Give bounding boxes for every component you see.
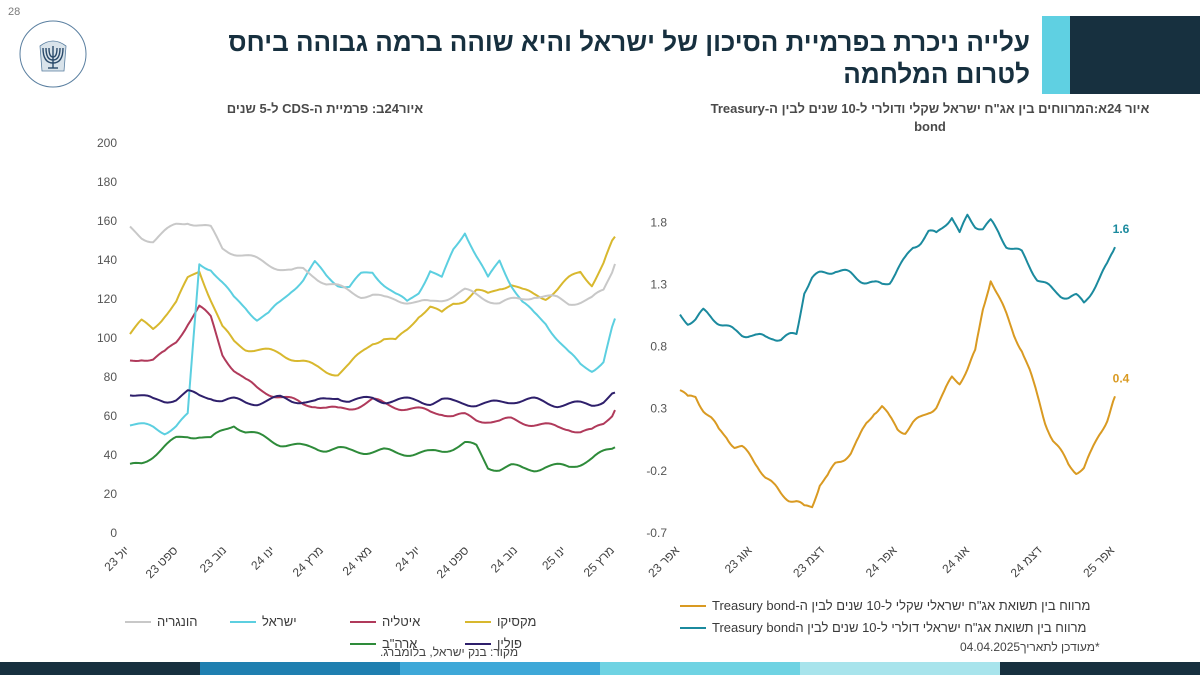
cds-xtick-label: ינו 25 <box>539 543 568 572</box>
cds-xtick-label: ספט 24 <box>434 543 472 581</box>
cds-xtick-label: יול 24 <box>393 543 424 574</box>
footer-segment <box>800 662 1001 675</box>
page-number: 28 <box>8 6 21 18</box>
legend-label: פולין <box>497 636 522 651</box>
cds-ytick-label: 80 <box>104 370 118 384</box>
cds-series-line-5 <box>129 425 616 473</box>
cds-xtick-label: נוב 23 <box>197 543 229 575</box>
legend-item: ארה"ב <box>350 636 417 651</box>
legend-swatch <box>465 620 491 623</box>
cds-ytick-label: 200 <box>97 136 117 150</box>
legend-swatch <box>465 642 491 645</box>
legend-swatch <box>680 626 706 629</box>
cds-xtick-label: ספט 23 <box>143 543 181 581</box>
legend-swatch <box>125 620 151 623</box>
cds-ytick-label: 40 <box>104 448 118 462</box>
footer-segment <box>200 662 401 675</box>
spread-series-line-1 <box>679 213 1116 342</box>
spread-xtick-label: דצמ 23 <box>790 543 827 580</box>
spread-ytick-label: 1.3 <box>650 277 667 291</box>
legend-swatch <box>350 642 376 645</box>
cds-ytick-label: 20 <box>104 487 118 501</box>
spread-end-label: 0.4 <box>1113 371 1130 385</box>
cds-series-line-2 <box>129 232 616 436</box>
header-accent-dark <box>1070 16 1200 94</box>
footer-segment <box>0 662 201 675</box>
cds-series-line-0 <box>129 236 616 377</box>
spread-ytick-label: 1.8 <box>650 215 667 229</box>
cds-xtick-label: מאי 24 <box>340 543 375 578</box>
spread-ytick-label: 0.8 <box>650 340 667 354</box>
spread-xtick-label: אפר 23 <box>645 543 682 580</box>
cds-ytick-label: 140 <box>97 253 117 267</box>
legend-label: ישראל <box>262 614 297 629</box>
updated-note: *מעודכן לתאריך04.04.2025 <box>960 640 1100 654</box>
legend-item: מרווח בין תשואת אג"ח ישראלי דולרי ל-10 ש… <box>680 620 1086 635</box>
cds-ytick-label: 120 <box>97 292 117 306</box>
source-note: מקור: בנק ישראל, בלומברג. <box>380 645 519 659</box>
legend-label: מקסיקו <box>497 614 537 629</box>
cds-ytick-label: 160 <box>97 214 117 228</box>
spread-series-line-0 <box>679 280 1116 509</box>
legend-item: מרווח בין תשואת אג"ח ישראלי שקלי ל-10 שנ… <box>680 598 1090 613</box>
legend-item: ישראל <box>230 614 297 629</box>
legend-swatch <box>230 620 256 623</box>
bank-of-israel-logo <box>19 20 87 88</box>
spread-ytick-label: -0.2 <box>646 464 667 478</box>
legend-label: מרווח בין תשואת אג"ח ישראלי דולרי ל-10 ש… <box>712 620 1087 635</box>
legend-label: איטליה <box>382 614 421 629</box>
spread-xtick-label: אוג 23 <box>722 543 755 576</box>
cds-chart-title: איור24ב: פרמיית ה-CDS ל-5 שנים <box>226 101 424 116</box>
footer-segment <box>600 662 801 675</box>
legend-item: פולין <box>465 636 522 651</box>
cds-xtick-label: יול 23 <box>102 543 133 574</box>
legend-item: איטליה <box>350 614 420 629</box>
cds-ytick-label: 0 <box>110 526 117 540</box>
cds-series-line-3 <box>129 222 616 306</box>
cds-xtick-label: מרץ 25 <box>581 543 617 579</box>
legend-label: ארה"ב <box>382 636 418 651</box>
spread-xtick-label: אוג 24 <box>939 543 972 576</box>
legend-label: מרווח בין תשואת אג"ח ישראלי שקלי ל-10 שנ… <box>712 598 1091 613</box>
cds-series-line-4 <box>129 389 616 409</box>
legend-swatch <box>350 620 376 623</box>
spread-end-label: 1.6 <box>1113 222 1130 236</box>
cds-ytick-label: 100 <box>97 331 117 345</box>
cds-xtick-label: נוב 24 <box>488 543 520 575</box>
legend-item: מקסיקו <box>465 614 536 629</box>
spread-ytick-label: 0.3 <box>650 402 667 416</box>
footer-segment <box>1000 662 1200 675</box>
spread-xtick-label: דצמ 24 <box>1008 543 1045 580</box>
spread-chart-title: איור 24א:המרווחים בין אג"ח ישראל שקלי וד… <box>710 101 1150 134</box>
spread-xtick-label: אפר 24 <box>863 543 900 580</box>
legend-swatch <box>680 604 706 607</box>
cds-series-line-1 <box>129 304 616 434</box>
legend-label: הונגריה <box>157 614 198 629</box>
cds-ytick-label: 60 <box>104 409 118 423</box>
page-title: עלייה ניכרת בפרמיית הסיכון של ישראל והיא… <box>228 27 1030 89</box>
spread-xtick-label: אפר 25 <box>1080 543 1117 580</box>
footer-segment <box>400 662 601 675</box>
cds-xtick-label: ינו 24 <box>248 543 277 572</box>
cds-xtick-label: מרץ 24 <box>290 543 326 579</box>
cds-ytick-label: 180 <box>97 175 117 189</box>
legend-item: הונגריה <box>125 614 197 629</box>
spread-ytick-label: -0.7 <box>646 526 667 540</box>
header-accent-light <box>1042 16 1070 94</box>
